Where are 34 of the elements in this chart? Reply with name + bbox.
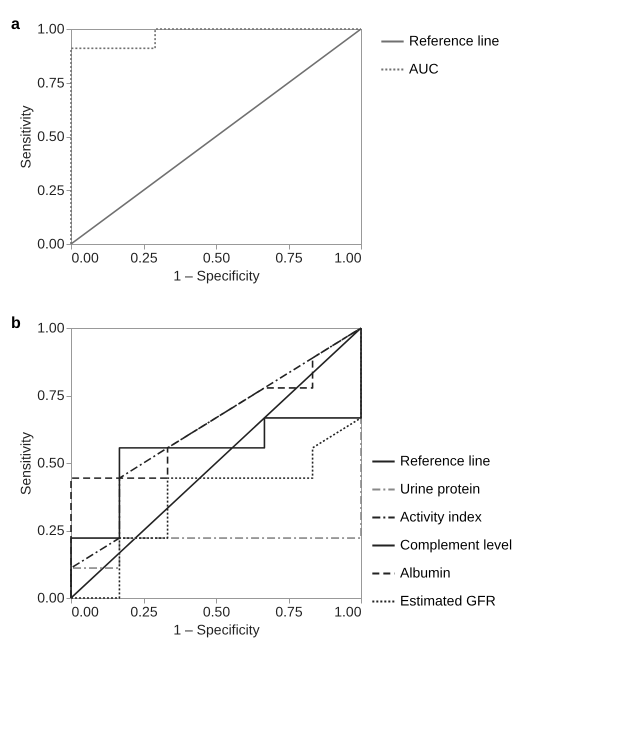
x-tick-label: 1.00 <box>334 250 362 266</box>
x-tick-label: 0.75 <box>275 250 303 266</box>
x-tick-label: 0.50 <box>202 250 230 266</box>
legend-label: AUC <box>409 60 439 76</box>
x-tick-label: 0.50 <box>202 604 230 620</box>
y-tick-label: 0.25 <box>37 522 65 538</box>
chart-title: a <box>11 16 20 33</box>
y-tick-label: 0.00 <box>37 590 65 606</box>
y-tick-label: 0.50 <box>37 454 65 470</box>
x-tick-label: 0.25 <box>130 604 158 620</box>
legend-label: Urine protein <box>400 480 480 496</box>
y-axis-title: Sensitivity <box>17 105 34 169</box>
y-tick-label: 0.00 <box>37 236 65 252</box>
x-axis-title: 1 – Specificity <box>173 268 260 284</box>
legend-label: Complement level <box>400 536 512 552</box>
x-tick-label: 0.00 <box>72 250 99 266</box>
y-tick-label: 0.25 <box>37 182 65 198</box>
chart-title: b <box>11 315 21 332</box>
y-tick-label: 1.00 <box>37 320 65 336</box>
legend-label: Reference line <box>400 452 490 468</box>
y-tick-label: 0.50 <box>37 128 65 144</box>
legend-label: Reference line <box>409 32 500 48</box>
x-tick-label: 0.75 <box>275 604 303 620</box>
y-tick-label: 0.75 <box>37 387 65 403</box>
y-axis-title: Sensitivity <box>17 432 34 496</box>
x-axis-title: 1 – Specificity <box>173 622 260 638</box>
legend-label: Estimated GFR <box>400 592 496 608</box>
legend-label: Activity index <box>400 508 482 524</box>
x-tick-label: 0.00 <box>72 604 99 620</box>
x-tick-label: 0.25 <box>130 250 158 266</box>
legend-label: Albumin <box>400 564 451 580</box>
y-tick-label: 0.75 <box>37 74 65 90</box>
x-tick-label: 1.00 <box>334 604 362 620</box>
y-tick-label: 1.00 <box>37 20 65 36</box>
